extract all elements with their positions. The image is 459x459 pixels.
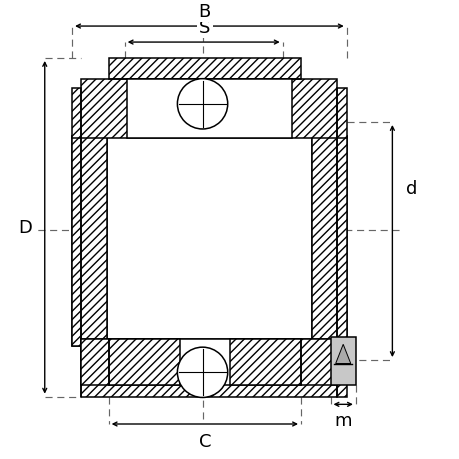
Bar [81,123,106,360]
Bar [337,136,346,347]
Bar [230,340,300,385]
Text: C: C [198,432,211,450]
Bar [337,136,346,347]
Bar [337,136,346,347]
Bar [81,79,337,139]
Text: B: B [198,3,211,21]
Bar [81,340,108,385]
Bar [81,340,337,397]
Circle shape [177,79,227,130]
Polygon shape [335,345,350,364]
Text: d: d [405,180,416,198]
Bar [72,89,81,139]
Circle shape [177,347,227,397]
Bar [108,340,179,385]
Bar [108,340,300,385]
Bar [312,123,337,360]
Bar [81,340,108,385]
Bar [300,340,337,385]
Bar [300,340,337,385]
Bar [337,89,346,139]
Bar [337,340,346,397]
Bar [72,136,81,347]
Bar [330,337,355,385]
Bar [72,136,81,347]
Bar [81,123,106,360]
Bar [72,136,81,347]
Text: m: m [334,411,352,430]
Bar [108,59,300,79]
Bar [81,123,337,360]
Bar [127,79,291,139]
Bar [230,340,300,385]
Bar [337,89,346,139]
Bar [106,123,312,360]
Bar [312,123,337,360]
Bar [337,340,346,397]
Bar [81,79,337,139]
Text: D: D [18,219,33,237]
Bar [108,59,300,79]
Bar [72,89,81,139]
Bar [108,340,179,385]
Bar [81,340,337,397]
Text: S: S [199,19,210,37]
